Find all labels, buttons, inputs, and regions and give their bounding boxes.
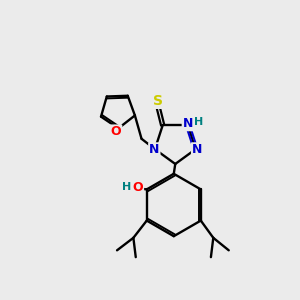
Text: O: O <box>133 181 143 194</box>
Text: O: O <box>111 125 121 138</box>
Text: H: H <box>194 117 203 127</box>
Text: S: S <box>153 94 163 108</box>
Text: H: H <box>122 182 131 192</box>
Text: N: N <box>149 143 160 156</box>
Text: N: N <box>183 117 193 130</box>
Text: N: N <box>192 143 202 156</box>
